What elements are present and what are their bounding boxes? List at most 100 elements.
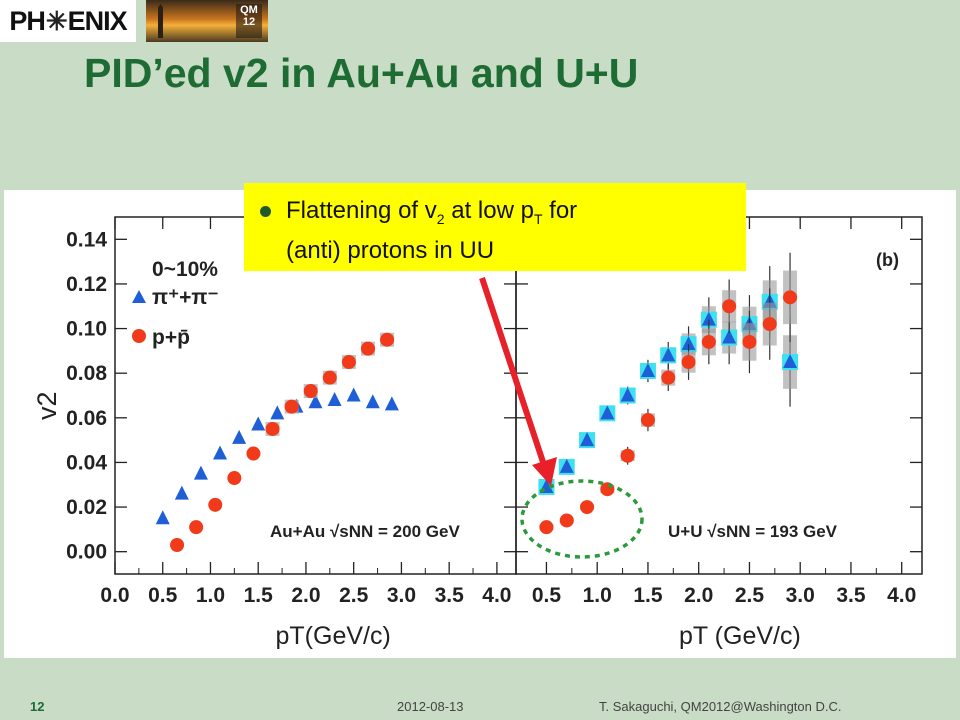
- pion-point: [346, 387, 361, 402]
- pion-point: [620, 387, 635, 402]
- centrality-label: 0~10%: [152, 258, 218, 281]
- x-tick-label: 2.5: [735, 584, 765, 607]
- energy-annotation: U+U √sNN = 193 GeV: [668, 522, 838, 541]
- phenix-logo: PH ✳ ENIX: [0, 0, 136, 42]
- pion-point: [783, 354, 798, 369]
- pion-point: [580, 432, 595, 447]
- slide-title: PID’ed v2 in Au+Au and U+U: [84, 50, 639, 96]
- x-axis-label: pT (GeV/c): [679, 622, 801, 650]
- proton-point: [208, 497, 223, 512]
- pion-point: [308, 394, 323, 409]
- y-tick-label: 0.06: [66, 407, 107, 430]
- x-tick-label: 2.0: [684, 584, 713, 607]
- callout-box: Flattening of v2 at low pT for (anti) pr…: [244, 183, 746, 271]
- x-tick-label: 3.5: [435, 584, 465, 607]
- pion-point: [384, 396, 399, 411]
- pion-point: [559, 458, 574, 473]
- proton-point: [227, 471, 242, 486]
- pointer-arrow: [479, 277, 547, 466]
- proton-point: [783, 290, 798, 305]
- proton-point: [661, 370, 676, 385]
- callout-line1-b: at low p: [444, 197, 534, 224]
- proton-point: [303, 384, 318, 399]
- y-axis-label: v2: [32, 391, 62, 420]
- callout-sub-2: 2: [436, 210, 445, 227]
- callout-sub-t: T: [533, 210, 543, 227]
- callout-text: Flattening of v2 at low pT for (anti) pr…: [286, 195, 736, 266]
- proton-point: [620, 448, 635, 463]
- y-tick-label: 0.00: [66, 541, 107, 564]
- proton-point: [701, 334, 716, 349]
- x-tick-label: 3.5: [836, 584, 866, 607]
- y-tick-label: 0.10: [66, 318, 107, 341]
- x-tick-label: 3.0: [387, 584, 416, 607]
- pion-point: [640, 362, 655, 377]
- y-tick-label: 0.14: [66, 228, 107, 251]
- x-axis-label: pT(GeV/c): [276, 622, 391, 650]
- highlight-circle: [520, 479, 644, 559]
- callout-line1-c: for: [542, 197, 578, 224]
- proton-point: [361, 341, 376, 356]
- proton-point: [539, 520, 554, 535]
- x-tick-label: 3.0: [786, 584, 815, 607]
- footer-author: T. Sakaguchi, QM2012@Washington D.C.: [599, 699, 842, 714]
- proton-point: [762, 317, 777, 332]
- proton-point: [265, 421, 280, 436]
- y-tick-label: 0.12: [66, 273, 107, 296]
- pion-point: [681, 336, 696, 351]
- pion-point: [722, 329, 737, 344]
- proton-point: [246, 446, 261, 461]
- footer-date: 2012-08-13: [397, 699, 464, 714]
- x-tick-label: 2.5: [339, 584, 369, 607]
- page-number: 12: [30, 699, 45, 714]
- x-tick-label: 1.5: [633, 584, 663, 607]
- pion-point: [174, 485, 189, 500]
- legend-pion-marker: [132, 290, 146, 303]
- pion-point: [213, 445, 228, 460]
- legend-pion-label: π⁺+π⁻: [152, 286, 219, 309]
- x-tick-label: 0.0: [100, 584, 129, 607]
- proton-point: [742, 334, 757, 349]
- panel-label: (b): [876, 250, 899, 270]
- proton-point: [681, 355, 696, 370]
- pion-point: [661, 347, 676, 362]
- proton-point: [380, 332, 395, 347]
- pion-point: [232, 429, 247, 444]
- proton-point: [559, 513, 574, 528]
- proton-point: [341, 355, 356, 370]
- proton-point: [170, 537, 185, 552]
- y-tick-label: 0.08: [66, 362, 107, 385]
- x-tick-label: 0.5: [532, 584, 562, 607]
- pion-point: [365, 394, 380, 409]
- proton-point: [580, 500, 595, 515]
- phenix-star-icon: ✳: [45, 5, 68, 36]
- x-tick-label: 1.0: [583, 584, 612, 607]
- y-tick-label: 0.02: [66, 496, 107, 519]
- proton-point: [322, 370, 337, 385]
- legend-proton-marker: [132, 329, 146, 343]
- conference-photo: QM 12: [146, 0, 268, 42]
- x-tick-label: 0.5: [148, 584, 178, 607]
- phenix-logo-ph: PH: [9, 5, 46, 36]
- pion-point: [327, 391, 342, 406]
- callout-line2: (anti) protons in UU: [286, 236, 495, 264]
- x-tick-label: 4.0: [887, 584, 916, 607]
- pion-point: [193, 465, 208, 480]
- qm12-badge: QM 12: [236, 4, 262, 38]
- proton-point: [640, 413, 655, 428]
- pion-point: [600, 405, 615, 420]
- pion-point: [270, 405, 285, 420]
- bullet-icon: [260, 206, 271, 217]
- proton-point: [722, 299, 737, 314]
- proton-point: [284, 399, 299, 414]
- pion-point: [701, 311, 716, 326]
- pion-point: [251, 416, 266, 431]
- washington-monument-icon: [158, 4, 163, 38]
- energy-annotation: Au+Au √sNN = 200 GeV: [270, 522, 460, 541]
- pointer-arrowhead: [532, 457, 557, 486]
- callout-line1-a: Flattening of v: [286, 197, 437, 224]
- x-tick-label: 2.0: [291, 584, 320, 607]
- x-tick-label: 1.0: [196, 584, 225, 607]
- x-tick-label: 4.0: [482, 584, 511, 607]
- phenix-logo-enix: ENIX: [67, 5, 128, 36]
